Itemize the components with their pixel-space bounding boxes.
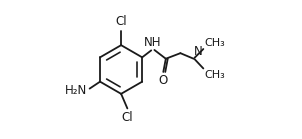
Text: CH₃: CH₃ [204,70,225,80]
Text: O: O [158,74,167,87]
Text: NH: NH [144,36,161,49]
Text: N: N [194,45,203,58]
Text: Cl: Cl [115,15,127,28]
Text: H₂N: H₂N [65,84,88,96]
Text: CH₃: CH₃ [204,38,225,48]
Text: Cl: Cl [122,111,133,124]
